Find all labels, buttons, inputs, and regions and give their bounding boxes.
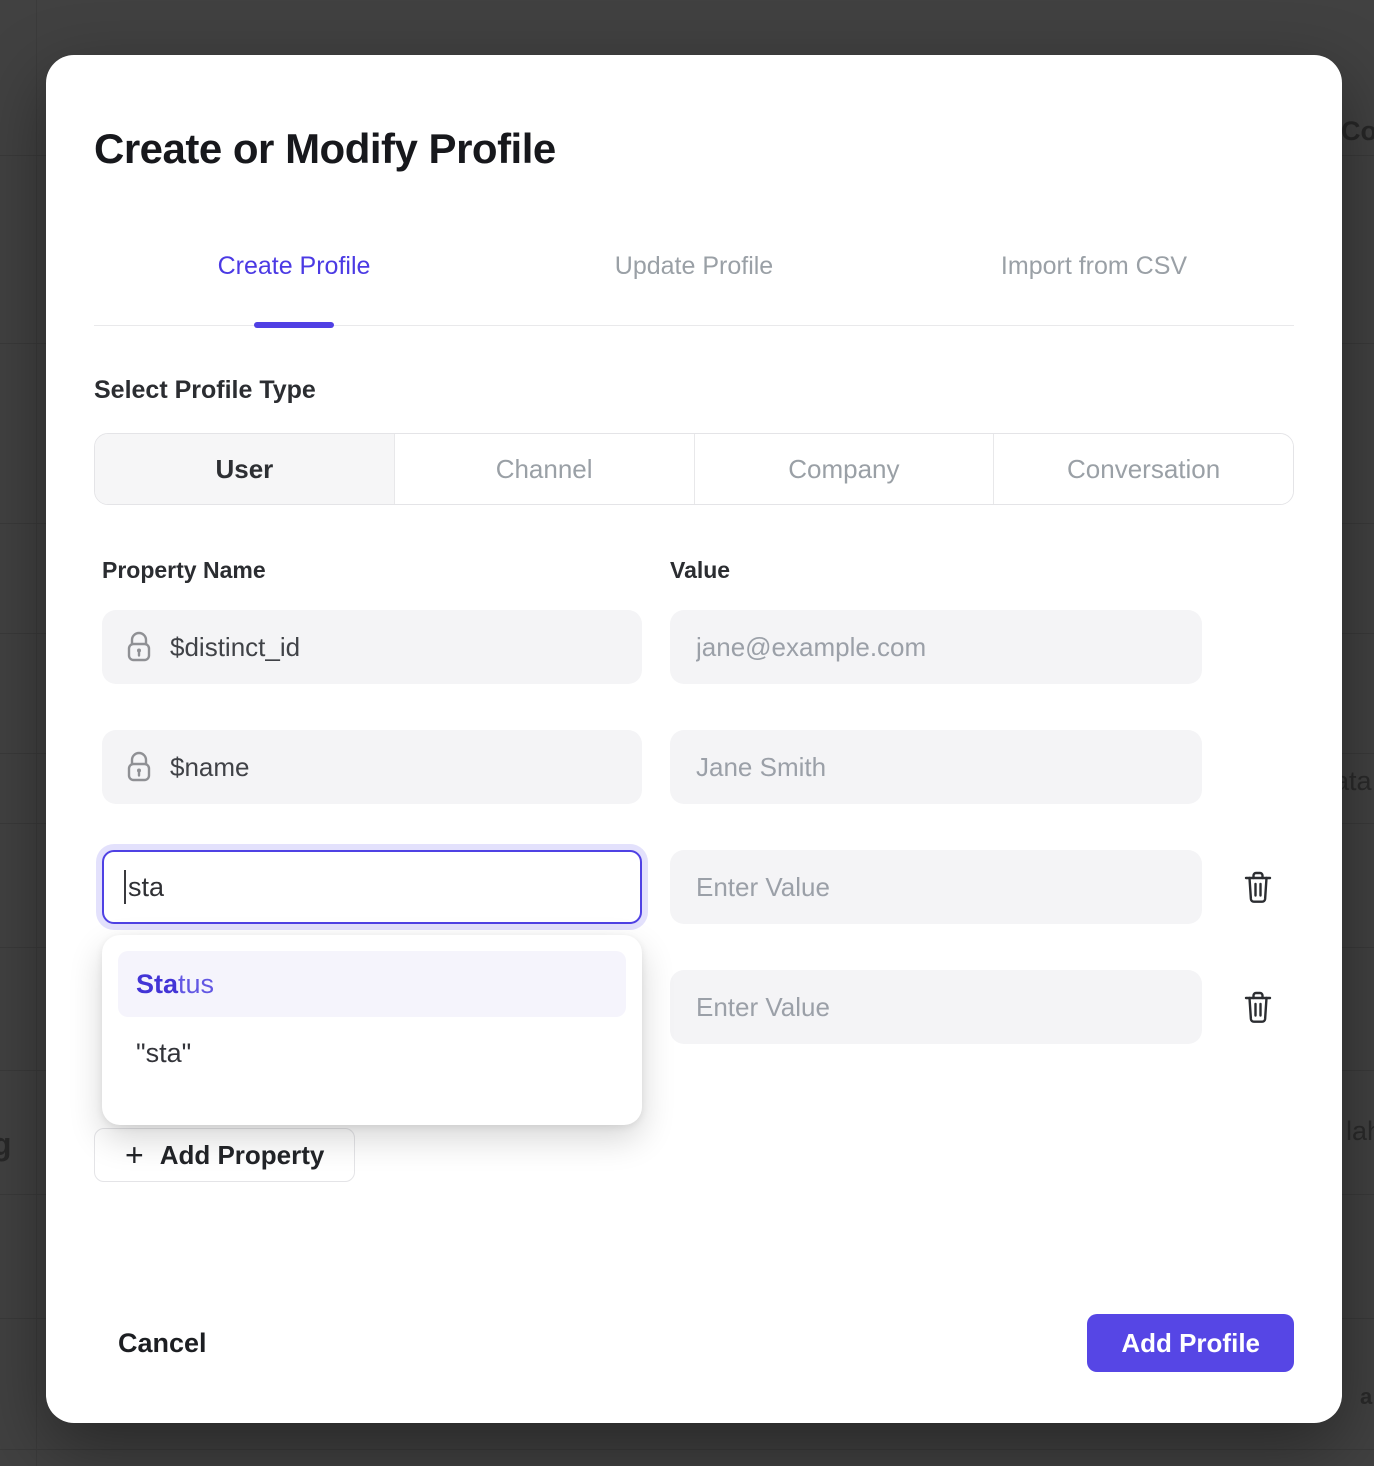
- add-property-button[interactable]: + Add Property: [94, 1128, 356, 1182]
- dialog-tabs: Create Profile Update Profile Import fro…: [94, 238, 1294, 328]
- property-column-headers: Property Name Value: [102, 557, 1294, 584]
- delete-property-row-button[interactable]: [1234, 863, 1282, 911]
- background-text-fragment: a: [1360, 1384, 1373, 1409]
- profile-type-segmented-control: User Channel Company Conversation: [94, 433, 1294, 505]
- autocomplete-option-literal[interactable]: "sta": [136, 1038, 192, 1068]
- profile-type-company[interactable]: Company: [693, 434, 994, 504]
- delete-property-row-button[interactable]: [1234, 983, 1282, 1031]
- profile-type-user[interactable]: User: [95, 434, 394, 504]
- value-input[interactable]: [670, 850, 1202, 924]
- background-text-fragment: g: [0, 1126, 12, 1162]
- cancel-button[interactable]: Cancel: [118, 1327, 207, 1358]
- property-name-query-text: sta: [128, 871, 165, 902]
- autocomplete-option-status[interactable]: Sta tus: [118, 951, 626, 1017]
- lock-icon: [127, 631, 151, 662]
- text-caret: [124, 870, 126, 904]
- property-rows: $distinct_id $name: [102, 610, 1294, 1125]
- trash-icon: [1244, 991, 1272, 1023]
- property-autocomplete-dropdown: Sta tus "sta": [102, 935, 642, 1125]
- autocomplete-match-text: Sta: [136, 968, 179, 999]
- value-header: Value: [670, 557, 731, 583]
- select-profile-type-label: Select Profile Type: [94, 376, 316, 404]
- add-profile-button[interactable]: Add Profile: [1087, 1314, 1294, 1372]
- property-name-header: Property Name: [102, 557, 266, 583]
- autocomplete-rest-text: tus: [178, 968, 215, 999]
- property-row: [102, 970, 1294, 1044]
- active-tab-underline: [254, 322, 334, 328]
- property-name-text: $name: [170, 751, 250, 782]
- create-or-modify-profile-dialog: Create or Modify Profile Create Profile …: [46, 55, 1342, 1423]
- background-text-fragment: lah: [1346, 1116, 1374, 1146]
- tab-import-from-csv[interactable]: Import from CSV: [1000, 252, 1188, 280]
- value-input[interactable]: [670, 730, 1202, 804]
- property-row: sta: [102, 850, 1294, 924]
- plus-icon: +: [125, 1137, 144, 1173]
- property-name-input-focused[interactable]: sta: [102, 850, 642, 924]
- tab-update-profile[interactable]: Update Profile: [614, 252, 774, 280]
- lock-icon: [127, 751, 151, 782]
- background-table-column-divider: [36, 0, 37, 1466]
- property-name-field-locked: $name: [102, 730, 642, 804]
- background-table-row-line: [0, 1449, 1374, 1450]
- property-name-field-locked: $distinct_id: [102, 610, 642, 684]
- property-row: $name: [102, 730, 1294, 804]
- profile-type-conversation[interactable]: Conversation: [993, 434, 1293, 504]
- tab-create-profile[interactable]: Create Profile: [217, 252, 371, 280]
- dialog-title: Create or Modify Profile: [94, 125, 556, 172]
- background-text-fragment: Col: [1341, 116, 1374, 146]
- add-property-label: Add Property: [159, 1139, 325, 1170]
- property-name-text: $distinct_id: [170, 631, 301, 662]
- value-input[interactable]: [670, 610, 1202, 684]
- property-row: $distinct_id: [102, 610, 1294, 684]
- value-input[interactable]: [670, 970, 1202, 1044]
- trash-icon: [1244, 871, 1272, 903]
- dialog-footer: Cancel Add Profile: [94, 1314, 1294, 1372]
- profile-type-channel[interactable]: Channel: [393, 434, 694, 504]
